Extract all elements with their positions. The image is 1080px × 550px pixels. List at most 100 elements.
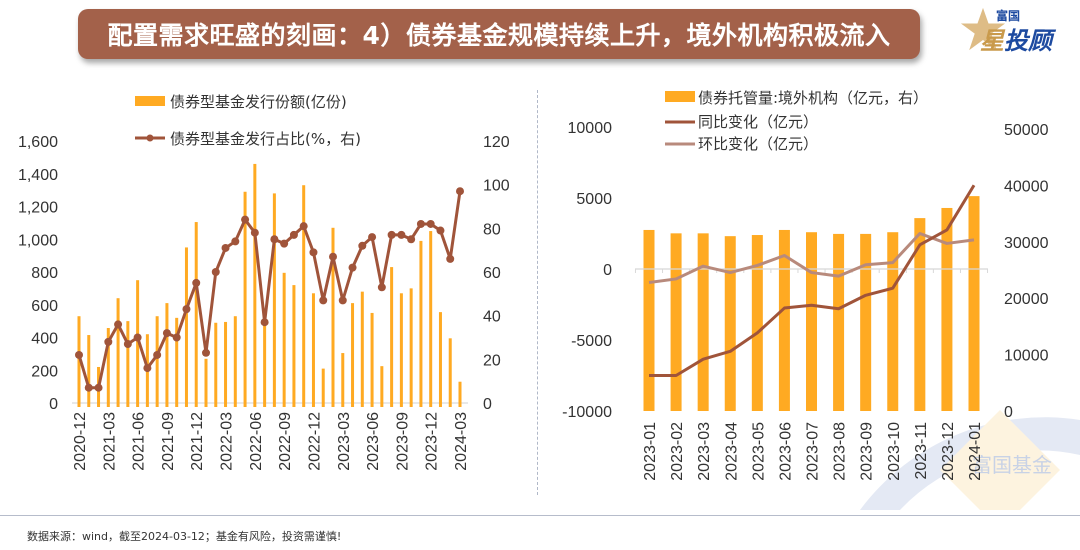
foreign-bond-custody-chart: 富国基金 债券托管量:境外机构（亿元，右） 同比变化（亿元） 环比变化（亿元） … — [562, 89, 1080, 510]
x-axis-tick — [233, 403, 237, 407]
x-axis-tick — [116, 403, 120, 407]
bar — [106, 328, 110, 403]
share-point — [104, 337, 113, 346]
x-tick-label: 2023-01 — [642, 422, 659, 481]
bar — [390, 267, 394, 403]
bar — [175, 317, 179, 403]
x-axis-tick — [97, 403, 101, 407]
share-point — [436, 226, 445, 235]
x-tick-label: 2023-07 — [805, 422, 822, 481]
share-point — [221, 243, 230, 252]
share-point — [260, 318, 269, 327]
y-left-tick-label: 1,400 — [18, 167, 58, 184]
share-point — [94, 383, 103, 392]
share-point — [211, 268, 220, 276]
bar — [914, 218, 926, 411]
x-tick-label: 2023-02 — [669, 422, 686, 481]
bar — [419, 240, 423, 403]
logo-small-text: 富国 — [996, 9, 1021, 23]
share-point — [143, 364, 152, 373]
bar — [429, 231, 433, 403]
x-tick-label: 2021-09 — [160, 412, 177, 471]
x-tick-label: 2023-06 — [777, 422, 794, 481]
share-point — [270, 235, 279, 244]
legend-label-bar: 债券托管量:境外机构（亿元，右） — [698, 89, 928, 107]
y-right-tick-label: 100 — [483, 178, 510, 195]
x-axis-tick — [370, 403, 374, 407]
bar — [380, 366, 384, 403]
y-right-tick-label: 80 — [483, 221, 501, 238]
x-axis-tick — [409, 403, 413, 407]
x-tick-label: 2021-03 — [101, 412, 118, 471]
x-tick-label: 2023-10 — [886, 422, 903, 481]
y-right-tick-label: 30000 — [1004, 235, 1049, 252]
legend-label-yoy: 同比变化（亿元） — [698, 113, 818, 131]
logo-big-first: 星 — [980, 27, 1004, 55]
bar — [409, 288, 413, 403]
bar — [448, 338, 452, 403]
share-point — [358, 241, 367, 250]
share-line — [77, 191, 462, 390]
legend-swatch-bar — [665, 91, 695, 102]
share-point — [416, 219, 425, 228]
x-axis-tick — [224, 403, 228, 407]
bar — [302, 185, 306, 403]
bar — [351, 303, 355, 403]
logo-big-rest: 投顾 — [1004, 27, 1052, 55]
share-point — [133, 333, 142, 342]
share-point — [387, 230, 396, 239]
bar — [204, 358, 208, 403]
legend-label-line: 债券型基金发行占比(%，右) — [170, 130, 361, 148]
bar — [331, 227, 335, 403]
footer-divider — [0, 515, 1080, 516]
bar — [399, 293, 403, 403]
share-point — [338, 296, 347, 305]
y-right-tick-label: 20 — [483, 352, 501, 369]
share-point — [114, 320, 123, 329]
watermark: 富国基金 — [860, 410, 1080, 510]
bar — [165, 303, 169, 403]
bar — [806, 232, 817, 411]
x-tick-label: 2022-03 — [219, 412, 236, 471]
star-icon — [960, 7, 1006, 51]
page-title: 配置需求旺盛的刻画：4）债券基金规模持续上升，境外机构积极流入 — [107, 21, 891, 50]
x-axis-tick — [419, 403, 423, 407]
x-axis-tick — [155, 403, 159, 407]
bar — [643, 229, 655, 411]
share-point — [368, 233, 377, 242]
bar — [87, 335, 91, 403]
x-tick-label: 2023-03 — [336, 412, 353, 471]
x-axis-tick — [126, 403, 130, 407]
y-left-tick-label: -5000 — [571, 333, 612, 350]
x-tick-label: 2023-03 — [696, 422, 713, 481]
x-tick-label: 2023-06 — [365, 412, 382, 471]
y-left-tick-label: -10000 — [562, 404, 612, 421]
y-right-tick-label: 0 — [483, 396, 492, 413]
x-tick-label: 2023-11 — [913, 422, 930, 480]
bar — [243, 191, 247, 403]
share-point — [172, 333, 181, 342]
share-point — [319, 296, 328, 305]
share-point — [329, 252, 337, 261]
x-axis-tick — [380, 403, 384, 407]
title-banner: 配置需求旺盛的刻画：4）债券基金规模持续上升，境外机构积极流入 — [78, 9, 920, 59]
bar — [458, 381, 462, 403]
bar — [370, 312, 374, 403]
bond-fund-issuance-chart: 债券型基金发行份额(亿份) 债券型基金发行占比(%，右) 02004006008… — [18, 93, 510, 471]
legend: 债券托管量:境外机构（亿元，右） 同比变化（亿元） 环比变化（亿元） — [665, 89, 928, 153]
bar — [724, 236, 736, 411]
x-tick-label: 2024-03 — [453, 412, 470, 471]
x-axis-tick — [390, 403, 394, 407]
x-axis-tick — [106, 403, 110, 407]
y-left-tick-label: 1,600 — [18, 134, 58, 151]
y-left-tick-label: 200 — [31, 363, 58, 380]
bar — [941, 207, 953, 411]
x-axis-tick — [175, 403, 179, 407]
y-right-tick-label: 0 — [1004, 404, 1013, 421]
bar — [887, 232, 899, 411]
x-axis-tick — [136, 403, 140, 407]
share-point — [397, 230, 406, 239]
x-axis-tick — [429, 403, 433, 407]
y-left-tick-label: 1,200 — [18, 200, 58, 217]
bar — [126, 321, 130, 403]
